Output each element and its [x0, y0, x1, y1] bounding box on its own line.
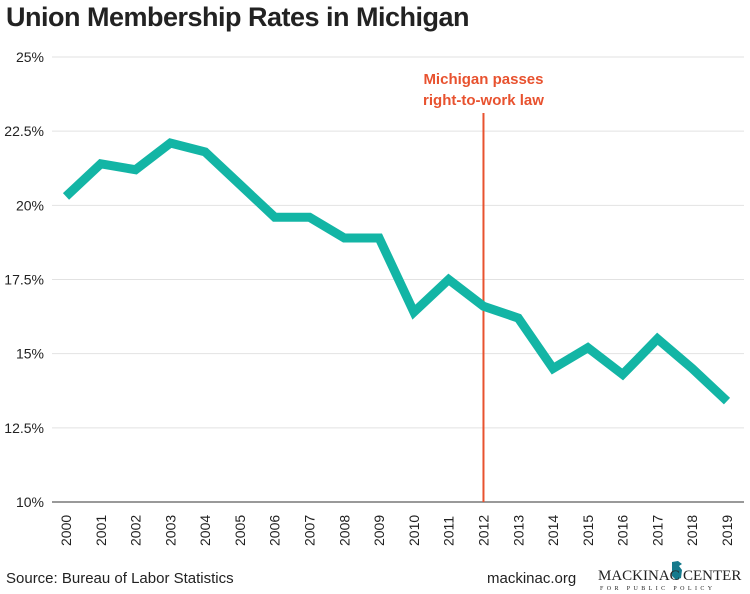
x-tick-label: 2003: [162, 515, 178, 546]
y-tick-label: 10%: [16, 494, 44, 510]
y-tick-label: 20%: [16, 197, 44, 213]
x-tick-label: 2013: [510, 515, 526, 546]
x-tick-label: 2006: [267, 515, 283, 546]
x-tick-label: 2011: [441, 516, 457, 546]
svg-text:FOR PUBLIC POLICY: FOR PUBLIC POLICY: [600, 586, 715, 592]
x-tick-label: 2015: [580, 515, 596, 546]
x-tick-label: 2009: [371, 515, 387, 546]
x-tick-label: 2008: [336, 515, 352, 546]
annotation-text: right-to-work law: [423, 92, 544, 109]
x-tick-label: 2001: [93, 515, 109, 546]
y-tick-label: 15%: [16, 346, 44, 362]
x-tick-label: 2010: [406, 515, 422, 546]
series-line: [62, 138, 731, 405]
x-tick-label: 2000: [58, 515, 74, 546]
y-tick-label: 12.5%: [4, 420, 44, 436]
chart-title: Union Membership Rates in Michigan: [6, 2, 470, 32]
source-note: Source: Bureau of Labor Statistics: [6, 570, 234, 587]
x-tick-label: 2007: [302, 515, 318, 546]
x-tick-label: 2005: [232, 515, 248, 546]
annotation-text: Michigan passes: [423, 71, 543, 88]
y-tick-label: 22.5%: [4, 123, 44, 139]
svg-text:CENTER: CENTER: [683, 568, 741, 584]
y-tick-label: 25%: [16, 49, 44, 65]
x-tick-label: 2017: [649, 515, 665, 546]
x-tick-label: 2016: [615, 515, 631, 546]
x-tick-label: 2014: [545, 515, 561, 546]
mackinac-center-logo: MACKINAC CENTER FOR PUBLIC POLICY: [598, 561, 741, 592]
x-tick-label: 2002: [128, 515, 144, 546]
x-tick-label: 2004: [197, 515, 213, 546]
x-tick-label: 2018: [684, 515, 700, 546]
svg-text:MACKINAC: MACKINAC: [598, 568, 680, 584]
x-tick-label: 2019: [719, 515, 735, 546]
y-tick-label: 17.5%: [4, 272, 44, 288]
site-link[interactable]: mackinac.org: [487, 570, 577, 587]
x-tick-label: 2012: [475, 515, 491, 546]
